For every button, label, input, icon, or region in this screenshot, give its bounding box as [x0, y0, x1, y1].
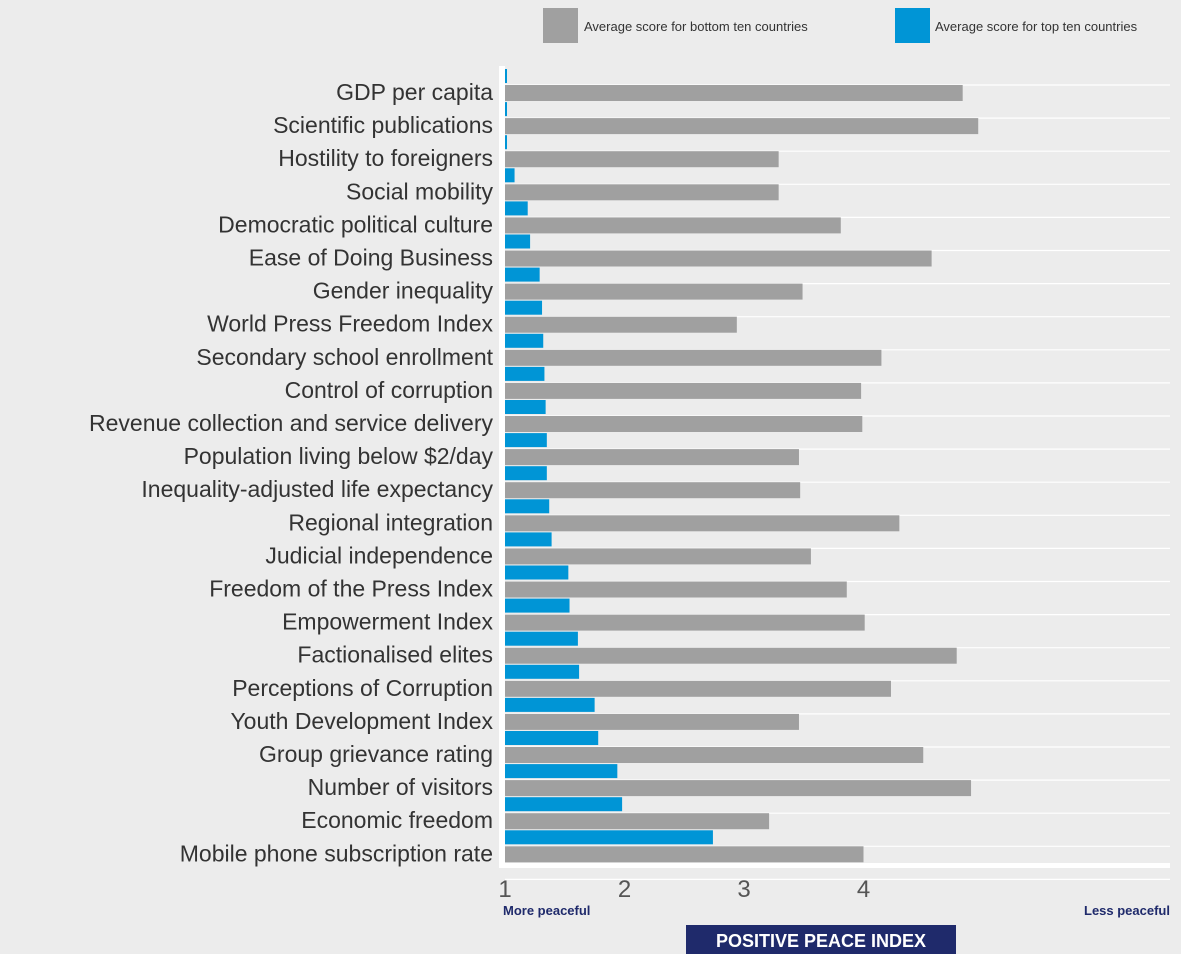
more-peaceful-label: More peaceful	[503, 903, 590, 918]
bars	[505, 69, 979, 863]
bar-bottom-ten	[505, 416, 863, 432]
category-label: Freedom of the Press Index	[209, 576, 493, 602]
bar-bottom-ten	[505, 151, 779, 168]
bar-bottom-ten	[505, 316, 737, 333]
category-label: World Press Freedom Index	[207, 311, 493, 337]
bar-bottom-ten	[505, 482, 801, 499]
bar-top-ten	[505, 565, 569, 580]
bar-top-ten	[505, 499, 550, 514]
category-label: Democratic political culture	[218, 211, 493, 237]
category-label: Group grievance rating	[259, 741, 493, 767]
category-label: GDP per capita	[336, 79, 493, 105]
bar-bottom-ten	[505, 548, 811, 565]
category-label: Population living below $2/day	[184, 443, 494, 469]
x-axis-line	[499, 863, 1170, 868]
category-label: Secondary school enrollment	[196, 344, 493, 370]
legend-label-bottom-ten: Average score for bottom ten countries	[584, 19, 808, 34]
bar-top-ten	[505, 598, 570, 613]
bar-top-ten	[505, 797, 623, 812]
title-box	[686, 925, 956, 954]
bar-top-ten	[505, 697, 595, 712]
bar-top-ten	[505, 366, 545, 381]
bar-bottom-ten	[505, 680, 891, 697]
category-label: Youth Development Index	[230, 708, 493, 734]
category-label: Social mobility	[346, 178, 493, 204]
category-label: Empowerment Index	[282, 609, 493, 635]
bar-top-ten	[505, 830, 713, 845]
tick-label: 4	[857, 876, 870, 903]
category-label: Ease of Doing Business	[249, 245, 493, 271]
bar-bottom-ten	[505, 747, 924, 763]
bar-bottom-ten	[505, 217, 841, 234]
category-label: Regional integration	[288, 509, 493, 535]
bar-bottom-ten	[505, 250, 932, 267]
tick-labels: 1 2 3 4	[498, 876, 870, 903]
legend-label-top-ten: Average score for top ten countries	[935, 19, 1138, 34]
category-label: Factionalised elites	[297, 642, 493, 668]
category-label: Perceptions of Corruption	[232, 675, 493, 701]
scale-labels: More peaceful Less peaceful	[503, 903, 1170, 918]
legend-swatch-bottom-ten	[543, 8, 578, 43]
y-axis-line	[499, 66, 505, 866]
bar-bottom-ten	[505, 515, 900, 532]
category-labels: GDP per capita Scientific publications Hos…	[89, 79, 494, 866]
bar-top-ten	[505, 664, 580, 679]
bar-bottom-ten	[505, 449, 799, 466]
bar-bottom-ten	[505, 713, 799, 730]
category-label: Economic freedom	[301, 807, 493, 833]
bar-bottom-ten	[505, 382, 862, 399]
category-label: Mobile phone subscription rate	[180, 840, 493, 866]
tick-label: 3	[737, 876, 750, 903]
category-label: Inequality-adjusted life expectancy	[141, 476, 493, 502]
bar-top-ten	[505, 69, 507, 83]
bar-top-ten	[505, 466, 547, 481]
bar-top-ten	[505, 400, 546, 414]
category-label: Revenue collection and service delivery	[89, 410, 493, 436]
bar-top-ten	[505, 300, 543, 315]
bar-top-ten	[505, 135, 507, 150]
bar-top-ten	[505, 631, 578, 646]
bar-top-ten	[505, 168, 515, 183]
tick-label: 2	[618, 876, 631, 903]
category-label: Judicial independence	[265, 542, 493, 568]
legend-swatch-top-ten	[895, 8, 930, 43]
bar-top-ten	[505, 764, 618, 779]
bar-bottom-ten	[505, 813, 770, 830]
bar-bottom-ten	[505, 780, 972, 797]
category-label: Control of corruption	[285, 377, 493, 403]
bar-bottom-ten	[505, 118, 979, 135]
category-label: Scientific publications	[273, 112, 493, 138]
bar-top-ten	[505, 333, 544, 348]
bar-top-ten	[505, 102, 507, 117]
bar-top-ten	[505, 201, 528, 216]
bar-top-ten	[505, 532, 552, 547]
bar-bottom-ten	[505, 581, 847, 598]
bar-bottom-ten	[505, 614, 865, 631]
bar-bottom-ten	[505, 349, 882, 366]
bar-top-ten	[505, 234, 531, 249]
tick-label: 1	[498, 876, 511, 903]
bar-top-ten	[505, 267, 540, 282]
bar-top-ten	[505, 731, 599, 745]
bar-bottom-ten	[505, 85, 963, 101]
bar-bottom-ten	[505, 283, 803, 300]
category-label: Gender inequality	[313, 278, 494, 304]
category-label: Hostility to foreigners	[278, 145, 493, 171]
bar-top-ten	[505, 433, 547, 448]
bar-bottom-ten	[505, 184, 779, 201]
category-label: Number of visitors	[308, 774, 493, 800]
chart-title: POSITIVE PEACE INDEX	[686, 925, 956, 954]
bar-bottom-ten	[505, 647, 957, 664]
bar-bottom-ten	[505, 846, 864, 863]
legend: Average score for bottom ten countries Av…	[543, 8, 1138, 43]
title-text: POSITIVE PEACE INDEX	[716, 931, 926, 951]
less-peaceful-label: Less peaceful	[1084, 903, 1170, 918]
